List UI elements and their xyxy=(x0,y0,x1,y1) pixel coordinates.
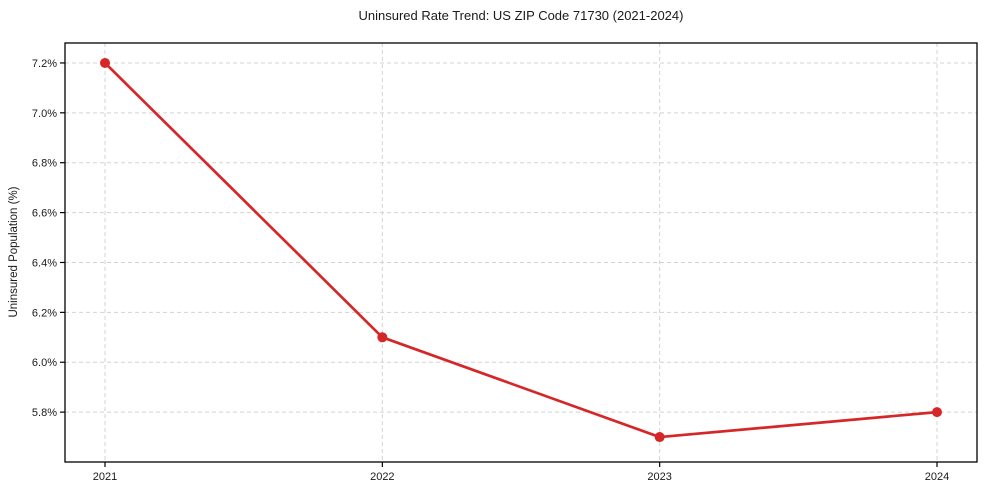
y-tick-label: 6.6% xyxy=(32,208,57,220)
y-tick-label: 6.2% xyxy=(32,307,57,319)
plot-frame xyxy=(64,42,978,463)
data-point xyxy=(100,57,110,68)
data-point xyxy=(932,407,942,418)
data-point xyxy=(654,432,665,443)
y-tick-label: 6.0% xyxy=(32,357,57,369)
data-point xyxy=(377,332,388,343)
y-tick-label: 7.0% xyxy=(32,108,57,120)
x-tick-label: 2024 xyxy=(925,471,949,483)
x-tick-label: 2023 xyxy=(647,471,671,483)
y-tick-label: 5.8% xyxy=(32,407,57,419)
x-tick-label: 2021 xyxy=(93,471,117,483)
trend-line xyxy=(103,61,939,439)
y-tick-label: 6.8% xyxy=(32,158,57,170)
y-tick-label: 6.4% xyxy=(32,257,57,269)
chart-title: Uninsured Rate Trend: US ZIP Code 71730 … xyxy=(358,8,684,23)
y-tick-label: 7.2% xyxy=(32,58,57,70)
x-tick-label: 2022 xyxy=(370,471,394,483)
